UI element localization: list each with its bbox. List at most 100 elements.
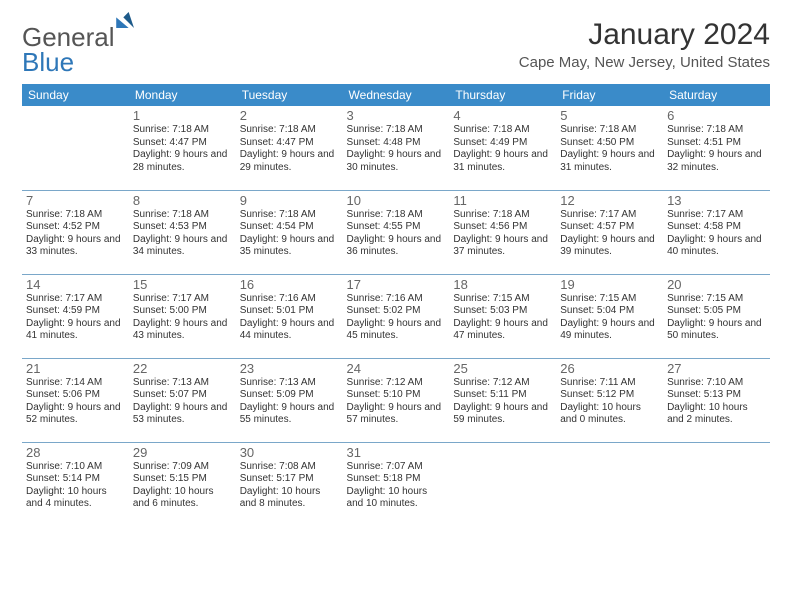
day-number: 5 — [560, 108, 659, 123]
header: GeneralBlue January 2024 Cape May, New J… — [22, 18, 770, 78]
logo-mark-icon — [116, 12, 136, 33]
day-info: Sunrise: 7:07 AMSunset: 5:18 PMDaylight:… — [347, 461, 446, 511]
day-number: 17 — [347, 277, 446, 292]
day-number: 25 — [453, 361, 552, 376]
weekday-row: SundayMondayTuesdayWednesdayThursdayFrid… — [22, 84, 770, 106]
day-number: 13 — [667, 193, 766, 208]
calendar-cell: 16Sunrise: 7:16 AMSunset: 5:01 PMDayligh… — [236, 274, 343, 358]
day-info: Sunrise: 7:18 AMSunset: 4:52 PMDaylight:… — [26, 209, 125, 259]
calendar-cell: 14Sunrise: 7:17 AMSunset: 4:59 PMDayligh… — [22, 274, 129, 358]
day-number: 4 — [453, 108, 552, 123]
day-info: Sunrise: 7:18 AMSunset: 4:47 PMDaylight:… — [133, 124, 232, 174]
calendar-cell: 24Sunrise: 7:12 AMSunset: 5:10 PMDayligh… — [343, 358, 450, 442]
calendar-row: 14Sunrise: 7:17 AMSunset: 4:59 PMDayligh… — [22, 274, 770, 358]
calendar-body: 1Sunrise: 7:18 AMSunset: 4:47 PMDaylight… — [22, 106, 770, 526]
day-info: Sunrise: 7:15 AMSunset: 5:04 PMDaylight:… — [560, 293, 659, 343]
day-info: Sunrise: 7:18 AMSunset: 4:54 PMDaylight:… — [240, 209, 339, 259]
day-number: 7 — [26, 193, 125, 208]
day-number: 29 — [133, 445, 232, 460]
day-number: 2 — [240, 108, 339, 123]
calendar-cell: 20Sunrise: 7:15 AMSunset: 5:05 PMDayligh… — [663, 274, 770, 358]
day-number: 21 — [26, 361, 125, 376]
day-number: 28 — [26, 445, 125, 460]
calendar-cell: 7Sunrise: 7:18 AMSunset: 4:52 PMDaylight… — [22, 190, 129, 274]
weekday-header: Wednesday — [343, 84, 450, 106]
day-number: 24 — [347, 361, 446, 376]
day-number: 30 — [240, 445, 339, 460]
day-number: 12 — [560, 193, 659, 208]
day-number: 31 — [347, 445, 446, 460]
calendar-cell: 4Sunrise: 7:18 AMSunset: 4:49 PMDaylight… — [449, 106, 556, 190]
month-title: January 2024 — [519, 18, 770, 52]
day-info: Sunrise: 7:15 AMSunset: 5:03 PMDaylight:… — [453, 293, 552, 343]
calendar-cell: 18Sunrise: 7:15 AMSunset: 5:03 PMDayligh… — [449, 274, 556, 358]
calendar-row: 1Sunrise: 7:18 AMSunset: 4:47 PMDaylight… — [22, 106, 770, 190]
day-info: Sunrise: 7:09 AMSunset: 5:15 PMDaylight:… — [133, 461, 232, 511]
calendar-cell: 22Sunrise: 7:13 AMSunset: 5:07 PMDayligh… — [129, 358, 236, 442]
day-info: Sunrise: 7:13 AMSunset: 5:09 PMDaylight:… — [240, 377, 339, 427]
day-info: Sunrise: 7:12 AMSunset: 5:11 PMDaylight:… — [453, 377, 552, 427]
calendar-row: 7Sunrise: 7:18 AMSunset: 4:52 PMDaylight… — [22, 190, 770, 274]
calendar-cell: 31Sunrise: 7:07 AMSunset: 5:18 PMDayligh… — [343, 442, 450, 526]
day-number: 9 — [240, 193, 339, 208]
calendar-cell: 11Sunrise: 7:18 AMSunset: 4:56 PMDayligh… — [449, 190, 556, 274]
calendar-cell: 3Sunrise: 7:18 AMSunset: 4:48 PMDaylight… — [343, 106, 450, 190]
calendar-cell-empty — [556, 442, 663, 526]
calendar-cell: 15Sunrise: 7:17 AMSunset: 5:00 PMDayligh… — [129, 274, 236, 358]
day-info: Sunrise: 7:17 AMSunset: 4:58 PMDaylight:… — [667, 209, 766, 259]
day-info: Sunrise: 7:16 AMSunset: 5:01 PMDaylight:… — [240, 293, 339, 343]
calendar-cell: 13Sunrise: 7:17 AMSunset: 4:58 PMDayligh… — [663, 190, 770, 274]
day-number: 11 — [453, 193, 552, 208]
calendar-cell-empty — [449, 442, 556, 526]
weekday-header: Thursday — [449, 84, 556, 106]
logo: GeneralBlue — [22, 22, 136, 78]
day-number: 22 — [133, 361, 232, 376]
day-number: 14 — [26, 277, 125, 292]
calendar-row: 21Sunrise: 7:14 AMSunset: 5:06 PMDayligh… — [22, 358, 770, 442]
calendar-cell: 23Sunrise: 7:13 AMSunset: 5:09 PMDayligh… — [236, 358, 343, 442]
day-number: 26 — [560, 361, 659, 376]
day-number: 16 — [240, 277, 339, 292]
day-info: Sunrise: 7:11 AMSunset: 5:12 PMDaylight:… — [560, 377, 659, 427]
calendar-cell: 19Sunrise: 7:15 AMSunset: 5:04 PMDayligh… — [556, 274, 663, 358]
day-info: Sunrise: 7:10 AMSunset: 5:13 PMDaylight:… — [667, 377, 766, 427]
calendar-cell: 30Sunrise: 7:08 AMSunset: 5:17 PMDayligh… — [236, 442, 343, 526]
title-block: January 2024 Cape May, New Jersey, Unite… — [519, 18, 770, 71]
day-number: 6 — [667, 108, 766, 123]
calendar-cell: 1Sunrise: 7:18 AMSunset: 4:47 PMDaylight… — [129, 106, 236, 190]
day-number: 18 — [453, 277, 552, 292]
day-info: Sunrise: 7:17 AMSunset: 5:00 PMDaylight:… — [133, 293, 232, 343]
calendar-cell: 17Sunrise: 7:16 AMSunset: 5:02 PMDayligh… — [343, 274, 450, 358]
day-info: Sunrise: 7:12 AMSunset: 5:10 PMDaylight:… — [347, 377, 446, 427]
day-info: Sunrise: 7:16 AMSunset: 5:02 PMDaylight:… — [347, 293, 446, 343]
calendar-table: SundayMondayTuesdayWednesdayThursdayFrid… — [22, 84, 770, 526]
day-number: 27 — [667, 361, 766, 376]
weekday-header: Monday — [129, 84, 236, 106]
day-info: Sunrise: 7:10 AMSunset: 5:14 PMDaylight:… — [26, 461, 125, 511]
day-info: Sunrise: 7:18 AMSunset: 4:47 PMDaylight:… — [240, 124, 339, 174]
weekday-header: Sunday — [22, 84, 129, 106]
day-number: 20 — [667, 277, 766, 292]
day-info: Sunrise: 7:15 AMSunset: 5:05 PMDaylight:… — [667, 293, 766, 343]
calendar-cell: 2Sunrise: 7:18 AMSunset: 4:47 PMDaylight… — [236, 106, 343, 190]
day-info: Sunrise: 7:18 AMSunset: 4:50 PMDaylight:… — [560, 124, 659, 174]
day-number: 19 — [560, 277, 659, 292]
location: Cape May, New Jersey, United States — [519, 54, 770, 71]
day-info: Sunrise: 7:18 AMSunset: 4:53 PMDaylight:… — [133, 209, 232, 259]
calendar-cell: 9Sunrise: 7:18 AMSunset: 4:54 PMDaylight… — [236, 190, 343, 274]
calendar-cell: 28Sunrise: 7:10 AMSunset: 5:14 PMDayligh… — [22, 442, 129, 526]
day-number: 15 — [133, 277, 232, 292]
day-info: Sunrise: 7:18 AMSunset: 4:55 PMDaylight:… — [347, 209, 446, 259]
calendar-cell-empty — [22, 106, 129, 190]
day-number: 23 — [240, 361, 339, 376]
weekday-header: Friday — [556, 84, 663, 106]
day-info: Sunrise: 7:18 AMSunset: 4:48 PMDaylight:… — [347, 124, 446, 174]
calendar-cell-empty — [663, 442, 770, 526]
day-info: Sunrise: 7:18 AMSunset: 4:49 PMDaylight:… — [453, 124, 552, 174]
calendar-cell: 6Sunrise: 7:18 AMSunset: 4:51 PMDaylight… — [663, 106, 770, 190]
calendar-cell: 10Sunrise: 7:18 AMSunset: 4:55 PMDayligh… — [343, 190, 450, 274]
day-info: Sunrise: 7:18 AMSunset: 4:51 PMDaylight:… — [667, 124, 766, 174]
day-info: Sunrise: 7:13 AMSunset: 5:07 PMDaylight:… — [133, 377, 232, 427]
calendar-row: 28Sunrise: 7:10 AMSunset: 5:14 PMDayligh… — [22, 442, 770, 526]
day-info: Sunrise: 7:08 AMSunset: 5:17 PMDaylight:… — [240, 461, 339, 511]
